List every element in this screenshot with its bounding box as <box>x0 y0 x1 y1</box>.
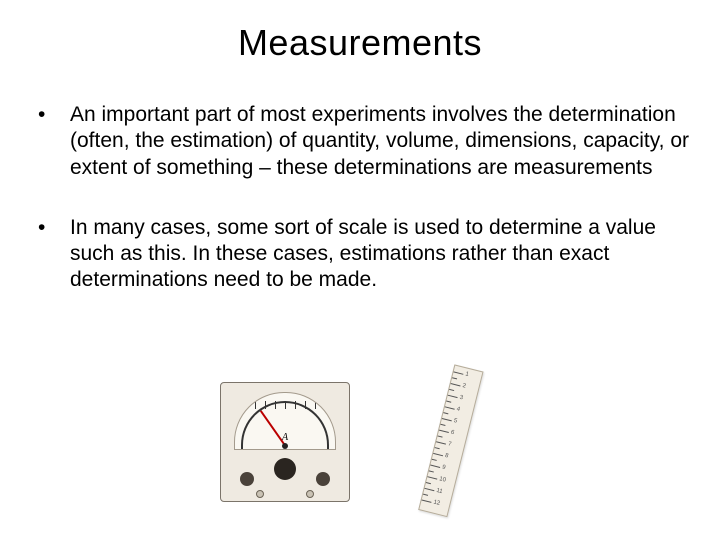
meter-jack-right <box>306 490 314 498</box>
list-item: In many cases, some sort of scale is use… <box>28 215 692 294</box>
meter-unit-label: A <box>282 432 288 443</box>
meter-pivot <box>282 443 288 449</box>
analog-meter-icon: A <box>220 382 350 502</box>
meter-knob-left <box>240 472 254 486</box>
meter-center-knob <box>274 458 296 480</box>
slide: Measurements An important part of most e… <box>0 0 720 540</box>
meter-knob-right <box>316 472 330 486</box>
list-item: An important part of most experiments in… <box>28 102 692 181</box>
meter-jack-left <box>256 490 264 498</box>
bullet-list: An important part of most experiments in… <box>28 102 692 294</box>
illustration-row: A 1 2 3 4 5 6 7 <box>0 372 720 512</box>
page-title: Measurements <box>28 22 692 64</box>
ruler-icon: 1 2 3 4 5 6 7 8 9 10 11 <box>410 372 500 512</box>
ruler-body: 1 2 3 4 5 6 7 8 9 10 11 <box>418 364 483 517</box>
